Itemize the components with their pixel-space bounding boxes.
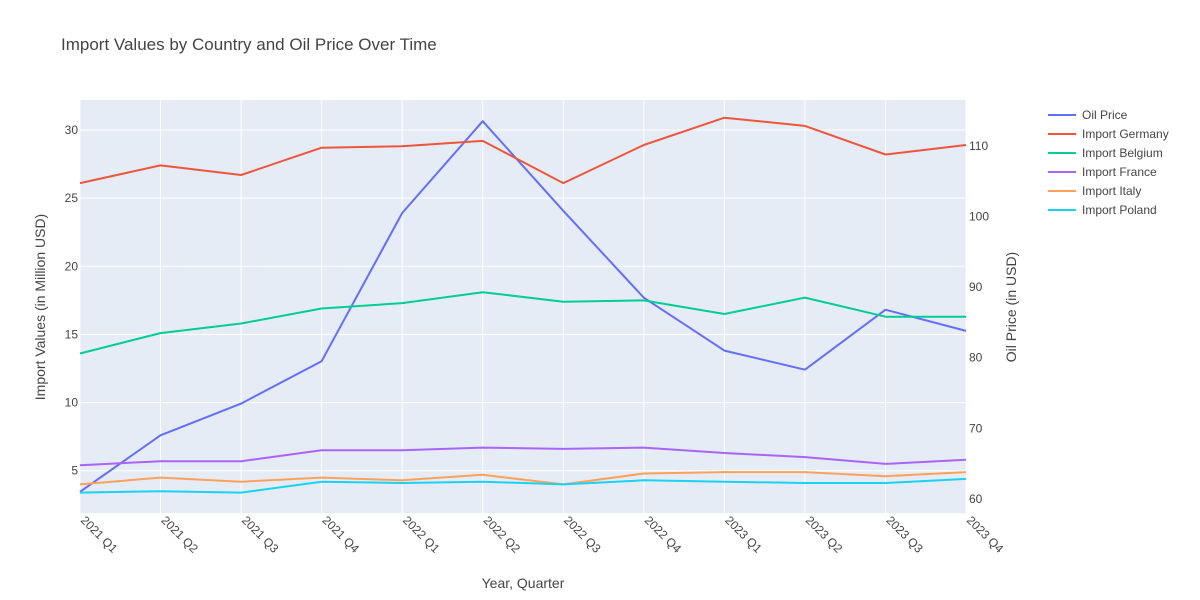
x-tick-label: 2022 Q2 (481, 513, 524, 556)
series-line-import-germany[interactable] (79, 116, 967, 185)
legend-item-oil-price[interactable]: Oil Price (1048, 108, 1128, 122)
y-tick-label: 25 (65, 191, 79, 205)
y-axis-label: Import Values (in Million USD) (32, 214, 48, 400)
x-tick-label: 2022 Q1 (400, 513, 443, 556)
x-tick-label: 2021 Q2 (158, 513, 201, 556)
y-tick-label: 10 (65, 396, 79, 410)
gridlines (79, 100, 967, 513)
series-line-import-poland[interactable] (79, 477, 967, 494)
x-axis-ticks: 2021 Q1 2021 Q2 2021 Q3 2021 Q4 2022 Q1 2022 … (78, 513, 1007, 556)
legend-item-import-italy[interactable]: Import Italy (1048, 184, 1141, 198)
x-tick-label: 2023 Q3 (883, 513, 926, 556)
x-axis-label: Year, Quarter (482, 575, 565, 591)
x-tick-label: 2021 Q4 (320, 513, 363, 556)
plot-area (80, 100, 966, 513)
y2-tick-label: 80 (969, 351, 983, 365)
series-line-import-france[interactable] (79, 446, 967, 467)
series-line-oil-price[interactable] (79, 120, 967, 493)
legend-label: Import Belgium (1082, 146, 1163, 160)
x-tick-label: 2023 Q1 (722, 513, 765, 556)
legend-label: Import France (1082, 165, 1157, 179)
y2-tick-label: 100 (969, 209, 989, 223)
series-line-import-italy[interactable] (79, 471, 967, 486)
legend-item-import-france[interactable]: Import France (1048, 165, 1157, 179)
legend-item-import-poland[interactable]: Import Poland (1048, 203, 1157, 217)
legend-label: Import Germany (1082, 127, 1169, 141)
y-axis-ticks: 5 10 15 20 25 30 (65, 123, 79, 478)
x-tick-label: 2023 Q4 (964, 513, 1007, 556)
y2-tick-label: 60 (969, 492, 983, 506)
x-tick-label: 2022 Q4 (642, 513, 685, 556)
x-tick-label: 2022 Q3 (561, 513, 604, 556)
x-tick-label: 2023 Q2 (803, 513, 846, 556)
y-tick-label: 20 (65, 259, 79, 273)
y-tick-label: 15 (65, 327, 79, 341)
legend-label: Oil Price (1082, 108, 1128, 122)
legend-label: Import Italy (1082, 184, 1141, 198)
legend-label: Import Poland (1082, 203, 1157, 217)
y2-tick-label: 90 (969, 280, 983, 294)
chart-title: Import Values by Country and Oil Price O… (61, 35, 437, 54)
legend[interactable]: Oil Price Import Germany Import Belgium Imp… (1048, 108, 1169, 217)
y2-tick-label: 70 (969, 421, 983, 435)
y2-axis-label: Oil Price (in USD) (1003, 252, 1019, 362)
series-lines (79, 116, 967, 494)
legend-item-import-germany[interactable]: Import Germany (1048, 127, 1169, 141)
y-tick-label: 30 (65, 123, 79, 137)
y2-tick-label: 110 (969, 139, 988, 153)
legend-item-import-belgium[interactable]: Import Belgium (1048, 146, 1163, 160)
x-tick-label: 2021 Q3 (239, 513, 282, 556)
x-tick-label: 2021 Q1 (78, 513, 121, 556)
y-tick-label: 5 (71, 464, 78, 478)
y2-axis-ticks: 60 70 80 90 100 110 (969, 139, 989, 506)
series-line-import-belgium[interactable] (79, 291, 966, 355)
